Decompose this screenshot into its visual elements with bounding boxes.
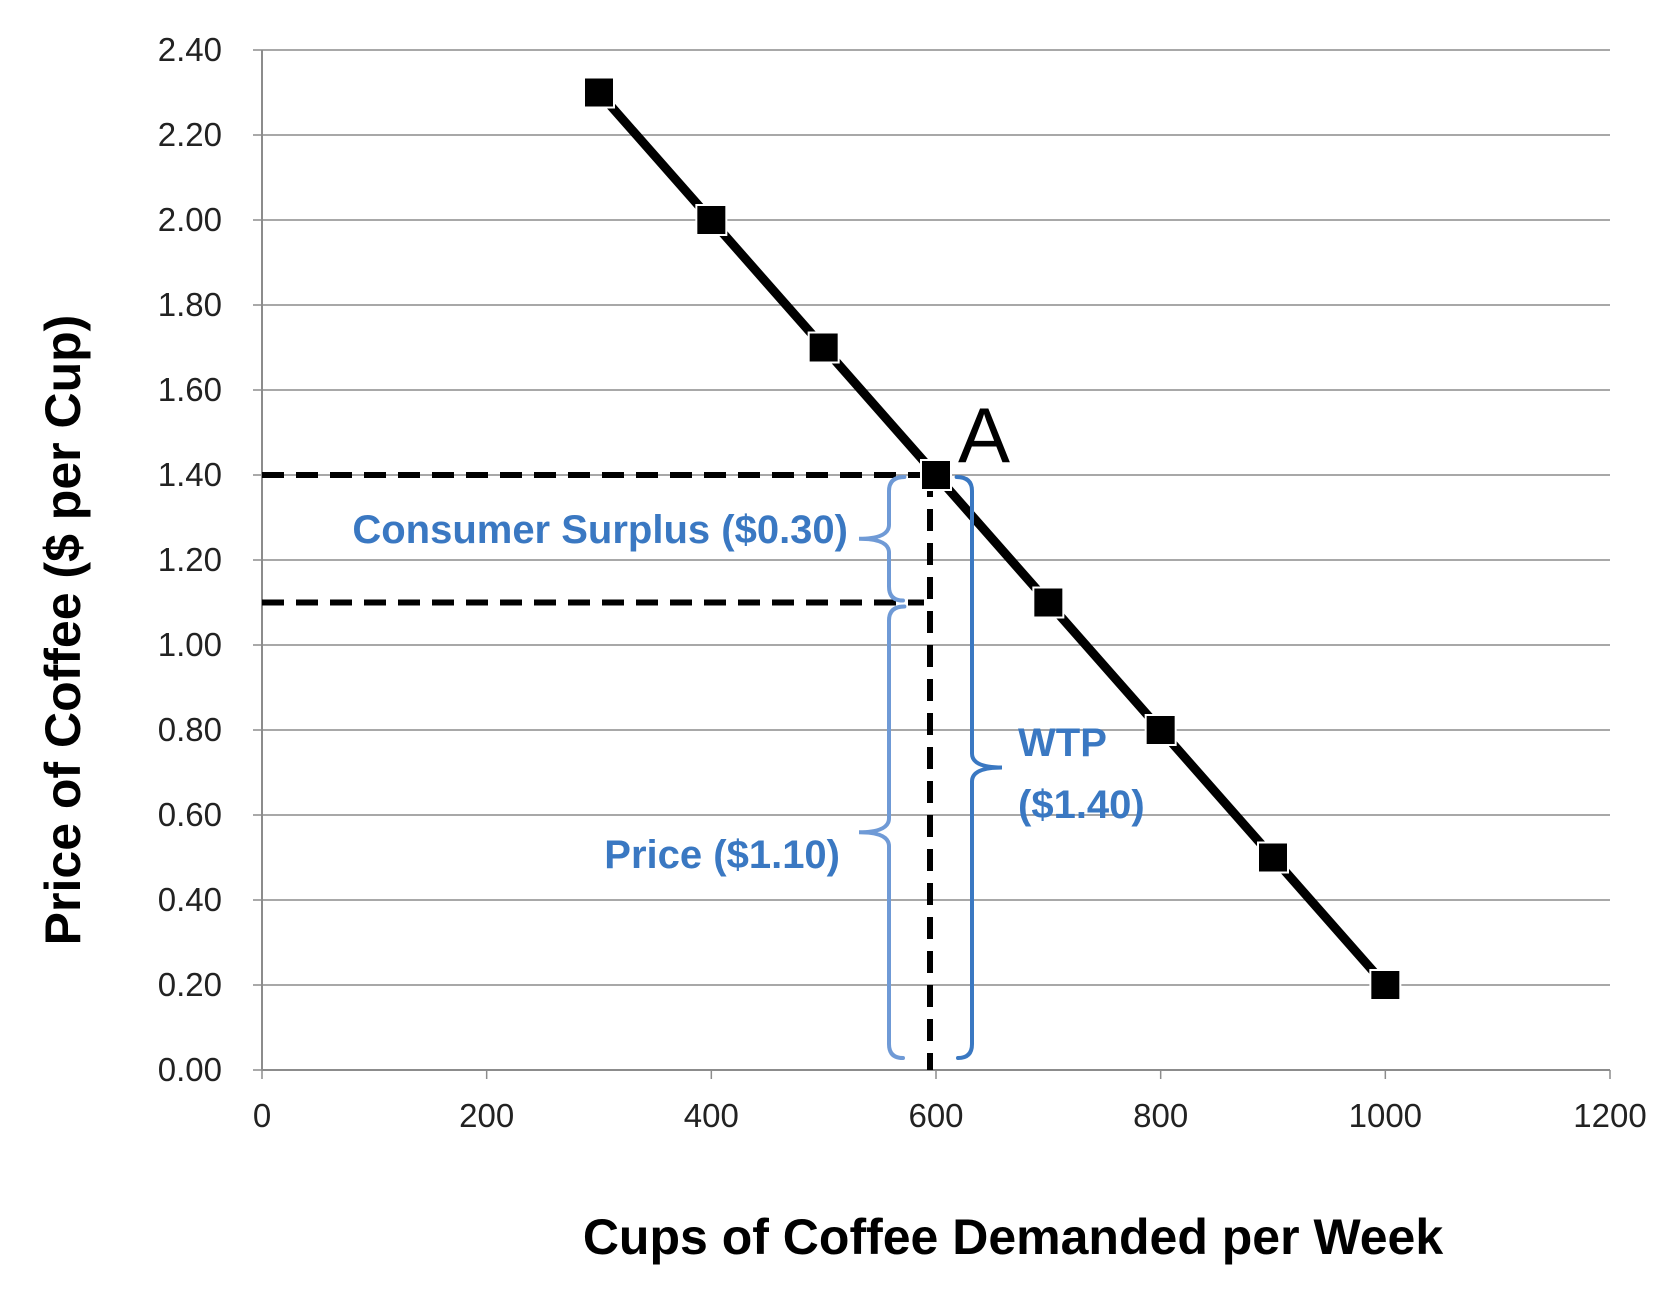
grid-lines <box>262 49 1610 986</box>
y-tick-label: 0.00 <box>158 1051 222 1088</box>
wtp-value-label: ($1.40) <box>1018 783 1145 827</box>
data-point-marker <box>1032 586 1065 619</box>
price-brace <box>858 604 907 1060</box>
consumer-surplus-label: Consumer Surplus ($0.30) <box>352 508 848 552</box>
x-tick-label: 600 <box>908 1097 963 1134</box>
data-point-marker <box>1369 969 1402 1001</box>
x-tick-label: 1000 <box>1349 1097 1422 1134</box>
x-tick-label: 400 <box>684 1097 739 1134</box>
data-point-marker <box>583 76 615 109</box>
data-point-marker <box>695 204 728 236</box>
annotation-braces <box>858 475 1003 1060</box>
y-tick-label: 2.00 <box>158 201 222 238</box>
y-tick-label: 2.20 <box>158 116 222 153</box>
y-tick-label: 2.40 <box>158 31 222 68</box>
y-tick-label: 0.40 <box>158 881 222 918</box>
y-tick-label: 1.80 <box>158 286 222 323</box>
data-point-marker <box>920 459 952 491</box>
consumer-surplus-brace <box>858 475 907 603</box>
y-axis-ticks: 0.00 0.20 0.40 0.60 0.80 1.00 1.20 1.40 1.60 1.80… <box>158 31 262 1088</box>
x-tick-label: 200 <box>459 1097 514 1134</box>
x-axis-title: Cups of Coffee Demanded per Week <box>583 1209 1444 1265</box>
y-tick-label: 1.40 <box>158 456 222 493</box>
x-tick-label: 800 <box>1133 1097 1188 1134</box>
x-axis-ticks: 0 200 400 600 800 1000 1200 <box>253 1070 1647 1134</box>
point-a-label: A <box>958 391 1010 479</box>
y-tick-label: 1.20 <box>158 541 222 578</box>
y-tick-label: 0.20 <box>158 966 222 1003</box>
x-tick-label: 1200 <box>1573 1097 1646 1134</box>
data-point-marker <box>807 331 840 364</box>
demand-line <box>595 89 1389 988</box>
y-tick-label: 0.80 <box>158 711 222 748</box>
data-point-marker <box>1144 714 1177 746</box>
y-tick-label: 1.60 <box>158 371 222 408</box>
y-axis-title: Price of Coffee ($ per Cup) <box>35 315 91 946</box>
y-tick-label: 1.00 <box>158 626 222 663</box>
demand-series <box>583 76 1402 1001</box>
wtp-brace <box>954 475 1003 1060</box>
price-label: Price ($1.10) <box>604 833 840 877</box>
y-tick-label: 0.60 <box>158 796 222 833</box>
wtp-label: WTP <box>1018 721 1107 765</box>
x-tick-label: 0 <box>253 1097 271 1134</box>
reference-lines <box>262 472 936 1070</box>
data-point-marker <box>1257 841 1289 874</box>
